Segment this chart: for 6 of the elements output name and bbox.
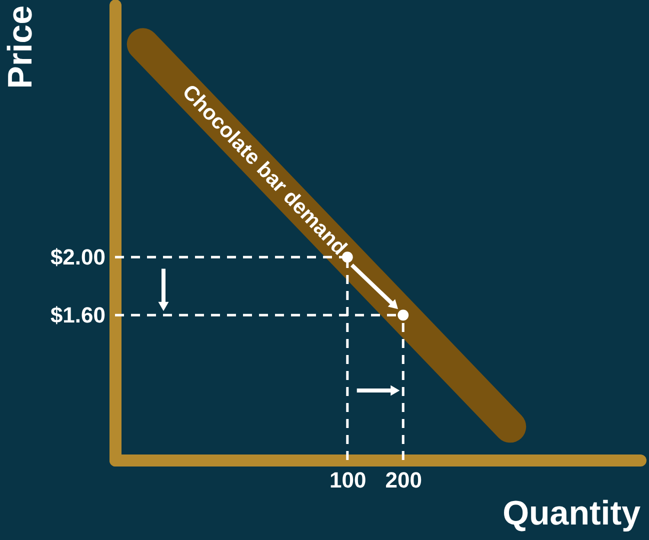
y-tick-label: $2.00 [50,244,106,270]
x-axis-title: Quantity [502,494,641,532]
y-axis-title: Price [1,6,40,89]
x-tick-label: 200 [385,468,422,492]
y-tick-label: $1.60 [50,302,106,328]
x-tick-label: 100 [330,468,366,492]
